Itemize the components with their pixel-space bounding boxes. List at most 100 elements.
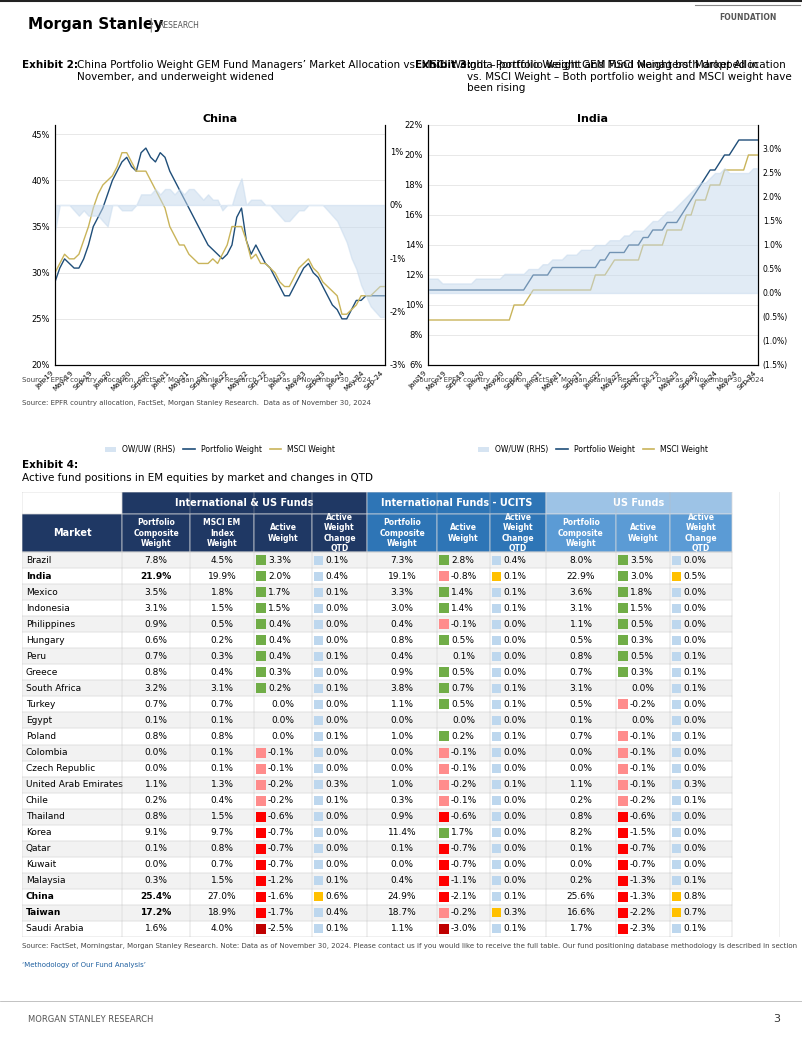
Bar (312, 824, 367, 841)
Bar (492, 716, 501, 725)
Bar (616, 792, 670, 809)
Bar (254, 648, 312, 665)
Text: 0.0%: 0.0% (325, 844, 348, 853)
Bar (367, 841, 437, 857)
Text: -0.2%: -0.2% (630, 796, 656, 805)
Bar (22, 760, 122, 777)
Bar (492, 636, 501, 645)
Text: 0.4%: 0.4% (391, 620, 414, 628)
Bar (546, 745, 616, 760)
Text: 0.0%: 0.0% (683, 604, 706, 613)
Text: 1.5%: 1.5% (210, 604, 233, 613)
Text: -2.3%: -2.3% (630, 924, 656, 933)
Legend: OW/UW (RHS), Portfolio Weight, MSCI Weight: OW/UW (RHS), Portfolio Weight, MSCI Weig… (475, 442, 711, 457)
Text: 1.1%: 1.1% (569, 780, 593, 789)
Text: 0.8%: 0.8% (391, 636, 414, 645)
Bar (122, 873, 190, 889)
Text: 0.4%: 0.4% (211, 796, 233, 805)
Bar (670, 824, 732, 841)
Text: US Funds: US Funds (614, 498, 665, 508)
Bar (492, 844, 501, 853)
Bar (256, 892, 266, 902)
Bar (22, 552, 122, 568)
Bar (314, 908, 323, 918)
Bar (367, 809, 437, 824)
Text: 0.0%: 0.0% (325, 829, 348, 837)
Bar (312, 616, 367, 633)
Bar (122, 600, 190, 616)
Bar (190, 728, 254, 745)
Bar (546, 680, 616, 697)
Bar (254, 584, 312, 600)
Bar (314, 844, 323, 853)
Text: -0.2%: -0.2% (451, 908, 477, 918)
Bar (190, 616, 254, 633)
Bar (314, 748, 323, 757)
Bar (256, 860, 266, 870)
Bar (492, 796, 501, 805)
Bar (314, 604, 323, 613)
Bar (616, 648, 670, 665)
Text: -1.3%: -1.3% (630, 893, 656, 901)
Bar (616, 824, 670, 841)
Bar (22, 514, 122, 552)
Bar (367, 665, 437, 680)
Bar (190, 697, 254, 712)
Bar (437, 616, 490, 633)
Bar (122, 492, 367, 514)
Text: Malaysia: Malaysia (26, 876, 66, 886)
Bar (439, 604, 449, 613)
Text: 0.1%: 0.1% (325, 556, 348, 564)
Text: -0.1%: -0.1% (630, 780, 656, 789)
Text: 0.0%: 0.0% (391, 716, 414, 725)
Text: 0.0%: 0.0% (683, 556, 706, 564)
Bar (546, 514, 616, 552)
Text: Kuwait: Kuwait (26, 861, 56, 869)
Bar (492, 571, 501, 581)
Bar (492, 876, 501, 886)
Bar (672, 876, 681, 886)
Text: -0.7%: -0.7% (268, 829, 294, 837)
Bar (254, 777, 312, 792)
Bar (437, 873, 490, 889)
Bar (190, 648, 254, 665)
Text: 22.9%: 22.9% (567, 571, 595, 581)
Bar (439, 748, 449, 757)
Text: 0.3%: 0.3% (144, 876, 168, 886)
Bar (22, 921, 122, 937)
Bar (492, 764, 501, 773)
Bar (122, 841, 190, 857)
Text: China Portfolio Weight GEM Fund Managers’ Market Allocation vs. MSCI Weight – po: China Portfolio Weight GEM Fund Managers… (77, 60, 759, 82)
Bar (492, 652, 501, 661)
Text: Active
Weight: Active Weight (268, 524, 298, 542)
Text: 0.0%: 0.0% (325, 812, 348, 821)
Text: 0.0%: 0.0% (503, 716, 526, 725)
Bar (546, 760, 616, 777)
Bar (439, 636, 449, 645)
Bar (367, 697, 437, 712)
Text: 0.9%: 0.9% (391, 812, 414, 821)
Text: 3.0%: 3.0% (630, 571, 653, 581)
Bar (22, 665, 122, 680)
Text: 27.0%: 27.0% (208, 893, 237, 901)
Bar (22, 584, 122, 600)
Bar (312, 697, 367, 712)
Text: 1.5%: 1.5% (268, 604, 291, 613)
Bar (618, 636, 628, 645)
Text: 0.0%: 0.0% (683, 748, 706, 757)
Text: 0.0%: 0.0% (325, 764, 348, 773)
Text: 0.1%: 0.1% (452, 652, 475, 661)
Bar (312, 777, 367, 792)
Bar (672, 556, 681, 564)
Text: Saudi Arabia: Saudi Arabia (26, 924, 83, 933)
Bar (190, 921, 254, 937)
Bar (546, 792, 616, 809)
Bar (254, 680, 312, 697)
Text: 0.8%: 0.8% (569, 812, 593, 821)
Bar (672, 571, 681, 581)
Text: 0.0%: 0.0% (503, 876, 526, 886)
Text: -3.0%: -3.0% (451, 924, 477, 933)
Text: 0.6%: 0.6% (144, 636, 168, 645)
Bar (256, 636, 266, 645)
Bar (437, 665, 490, 680)
